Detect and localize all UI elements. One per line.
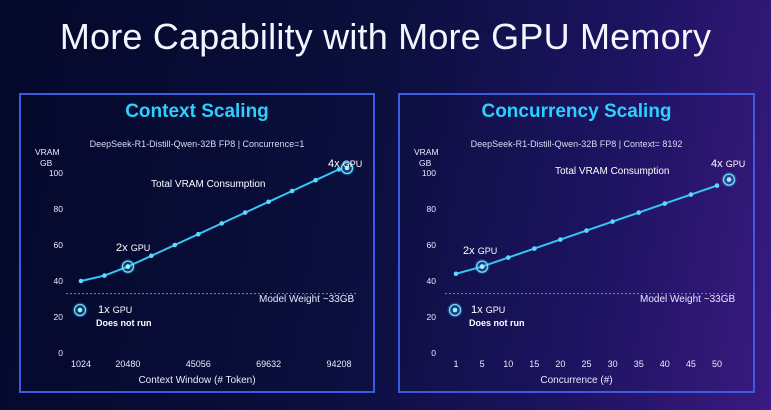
data-point [102, 273, 107, 278]
x-axis-label: Concurrence (#) [540, 375, 613, 386]
gpu-4x-label: 4x GPU [711, 158, 746, 170]
data-point [505, 255, 511, 260]
reference-line-label: Model Weight ~33GB [259, 294, 355, 305]
x-tick-label: 1024 [71, 359, 91, 369]
x-tick-label: 20480 [115, 359, 140, 369]
data-point [195, 231, 201, 237]
series-label: Total VRAM Consumption [555, 166, 670, 177]
x-tick-label: 94208 [326, 359, 351, 369]
gpu-1x-label: 1x GPU [98, 304, 133, 316]
x-axis-label: Context Window (# Token) [138, 375, 256, 386]
x-tick-label: 10 [503, 359, 513, 369]
data-point [453, 271, 459, 277]
chart-subtitle: DeepSeek-R1-Distill-Qwen-32B FP8 | Concu… [89, 139, 305, 149]
does-not-run-label: Does not run [96, 318, 152, 328]
x-tick-label: 5 [480, 359, 485, 369]
gpu-1x-label: 1x GPU [471, 304, 506, 316]
y-tick-label: 80 [54, 204, 64, 214]
x-tick-label: 35 [634, 359, 644, 369]
y-tick-label: 20 [54, 312, 64, 322]
gpu-4x-label: 4x GPU [328, 158, 363, 170]
slide-title: More Capability with More GPU Memory [59, 16, 712, 57]
data-point [219, 221, 225, 226]
data-point [172, 242, 178, 248]
reference-line-label: Model Weight ~33GB [640, 294, 736, 305]
y-tick-label: 0 [58, 348, 63, 358]
gpu-4x-marker [721, 172, 737, 188]
gpu-1x-marker [72, 302, 88, 318]
data-point [266, 199, 271, 205]
data-point [242, 210, 248, 215]
y-tick-label: 40 [427, 276, 437, 286]
y-tick-label: 80 [427, 204, 437, 214]
data-point [636, 210, 641, 215]
data-point [662, 201, 668, 206]
y-tick-label: 40 [54, 276, 64, 286]
does-not-run-label: Does not run [469, 318, 525, 328]
data-point [78, 278, 84, 284]
y-axis-label: VRAM GB [35, 147, 60, 168]
gpu-4x-marker [339, 160, 355, 176]
data-point [714, 183, 720, 188]
y-tick-label: 60 [54, 240, 64, 250]
x-tick-label: 50 [712, 359, 722, 369]
y-tick-label: 100 [49, 168, 63, 178]
gpu-2x-marker [120, 259, 136, 275]
data-point [336, 167, 342, 172]
x-tick-label: 30 [608, 359, 618, 369]
y-tick-label: 100 [422, 168, 436, 178]
x-tick-label: 25 [581, 359, 591, 369]
data-point [558, 237, 563, 242]
data-point [289, 188, 295, 194]
data-point [313, 177, 318, 183]
gpu-2x-marker [474, 259, 490, 275]
y-tick-label: 0 [431, 348, 436, 358]
y-axis-label: VRAM GB [414, 147, 439, 168]
gpu-2x-label: 2x GPU [116, 242, 151, 254]
x-tick-label: 69632 [256, 359, 281, 369]
chart-title: Context Scaling [125, 101, 269, 122]
series-line [80, 168, 340, 282]
gpu-2x-label: 2x GPU [463, 245, 498, 257]
x-tick-label: 20 [555, 359, 565, 369]
x-tick-label: 15 [529, 359, 539, 369]
gpu-1x-marker [447, 302, 463, 318]
data-point [688, 192, 694, 197]
x-tick-label: 1 [453, 359, 458, 369]
chart-title: Concurrency Scaling [481, 101, 672, 122]
data-point [610, 219, 615, 224]
x-tick-label: 45056 [186, 359, 211, 369]
data-point [149, 253, 154, 259]
chart-subtitle: DeepSeek-R1-Distill-Qwen-32B FP8 | Conte… [470, 139, 683, 149]
series-label: Total VRAM Consumption [151, 179, 266, 190]
concurrency-scaling-panel: 0 20 40 60 80 100 1 5 10 15 20 25 30 35 40 45 50 Concurr… [398, 93, 755, 393]
context-scaling-chart: 0 20 40 60 80 100 1024 20480 45056 69632 94208 [49, 160, 357, 369]
y-tick-label: 20 [427, 312, 437, 322]
y-tick-label: 60 [427, 240, 437, 250]
x-tick-label: 45 [686, 359, 696, 369]
x-tick-label: 40 [660, 359, 670, 369]
data-point [584, 228, 589, 233]
context-scaling-panel: 0 20 40 60 80 100 1024 20480 45056 69632 94208 Con… [19, 93, 375, 393]
data-point [532, 246, 537, 251]
